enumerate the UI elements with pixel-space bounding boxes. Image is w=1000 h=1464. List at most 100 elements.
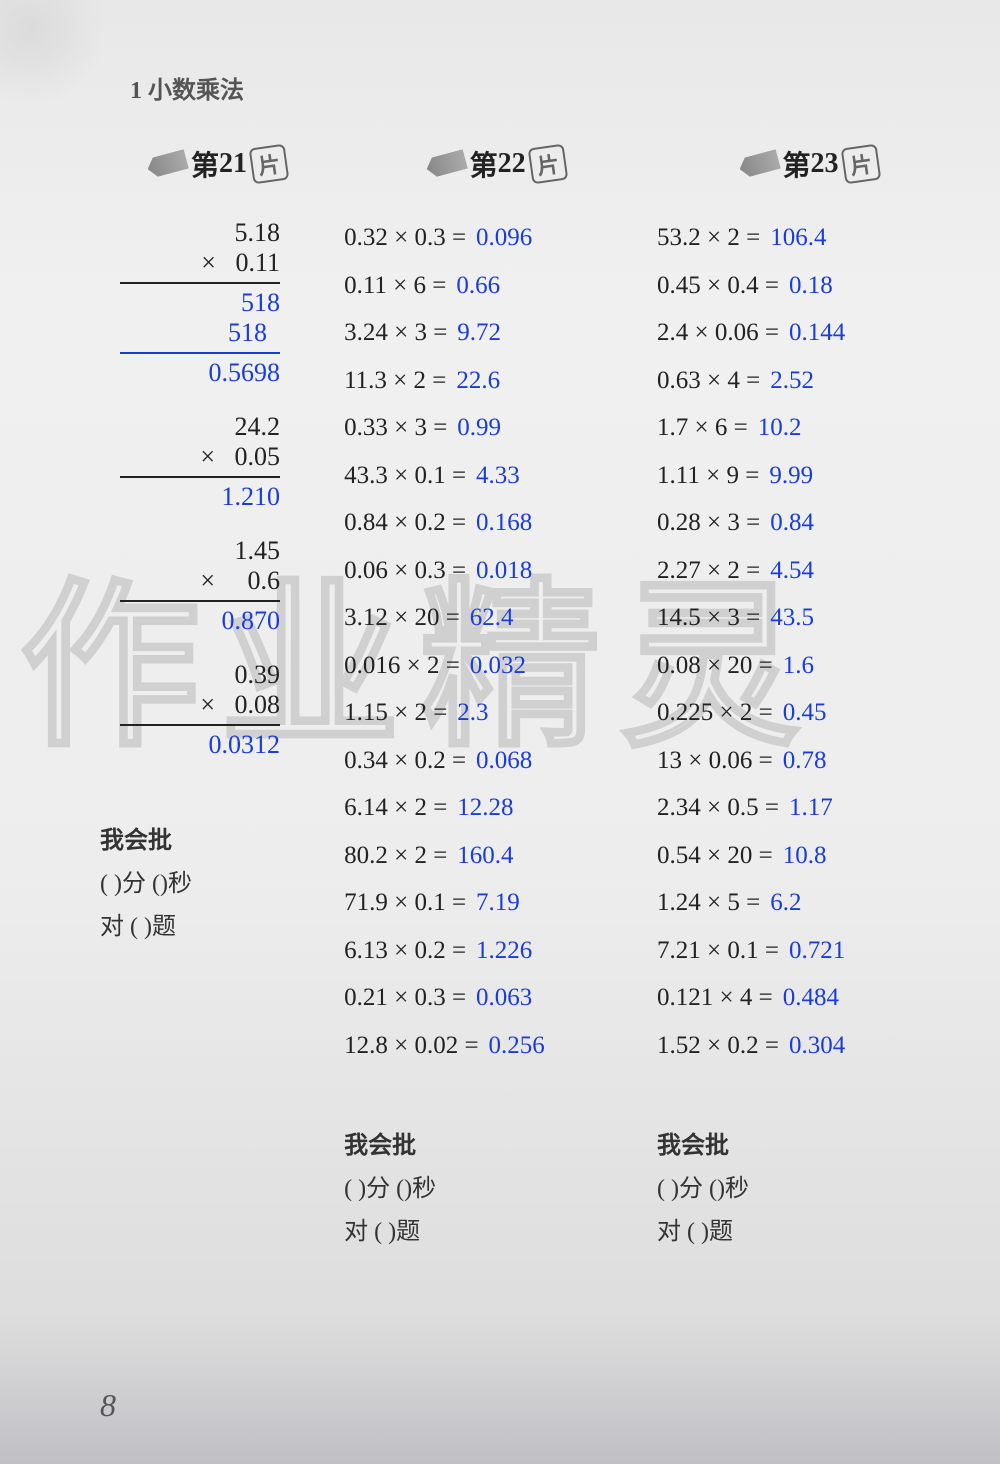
equation-answer: 7.19	[476, 883, 520, 923]
grading-correct: 对 ( )题	[657, 1211, 960, 1254]
section-number-23: 第 23 片	[783, 144, 879, 184]
equation-answer: 0.99	[457, 408, 501, 448]
equation-row: 0.54 × 20 =10.8	[657, 836, 960, 876]
equation-row: 0.32 × 0.3 =0.096	[344, 218, 647, 258]
equation-answer: 12.28	[457, 788, 513, 828]
vertical-problem: 0.39× 0.08 0.0312	[120, 660, 280, 760]
equation-expr: 0.225 × 2 =	[657, 693, 773, 733]
column-21: 第 21 片 5.18× 0.11518518 0.569824.2× 0.05…	[100, 140, 334, 1255]
equation-answer: 2.3	[457, 693, 488, 733]
equation-answer: 0.032	[470, 646, 526, 686]
page-number: 8	[100, 1387, 116, 1424]
equation-answer: 0.78	[783, 741, 827, 781]
multiplicand: 5.18	[120, 218, 280, 248]
equation-answer: 9.99	[769, 456, 813, 496]
equation-answer: 10.2	[758, 408, 802, 448]
product-result: 0.870	[120, 606, 280, 636]
grading-block-2: 我会批 ( )分 ()秒 对 ( )题	[344, 1125, 647, 1255]
equation-row: 0.45 × 0.4 =0.18	[657, 266, 960, 306]
equation-row: 80.2 × 2 =160.4	[344, 836, 647, 876]
equation-row: 0.08 × 20 =1.6	[657, 646, 960, 686]
equation-row: 1.7 × 6 =10.2	[657, 408, 960, 448]
equation-row: 7.21 × 0.1 =0.721	[657, 931, 960, 971]
equation-answer: 0.096	[476, 218, 532, 258]
section-num: 23	[811, 148, 839, 180]
equation-expr: 11.3 × 2 =	[344, 361, 446, 401]
equation-expr: 1.7 × 6 =	[657, 408, 748, 448]
equation-expr: 2.34 × 0.5 =	[657, 788, 779, 828]
equation-row: 1.52 × 0.2 =0.304	[657, 1026, 960, 1066]
equation-answer: 10.8	[783, 836, 827, 876]
equation-expr: 0.63 × 4 =	[657, 361, 760, 401]
equation-row: 6.14 × 2 =12.28	[344, 788, 647, 828]
equation-expr: 43.3 × 0.1 =	[344, 456, 466, 496]
equation-answer: 4.33	[476, 456, 520, 496]
equation-row: 0.11 × 6 =0.66	[344, 266, 647, 306]
grading-time: ( )分 ()秒	[100, 863, 334, 906]
equation-row: 53.2 × 2 =106.4	[657, 218, 960, 258]
section-stamp: 片	[249, 144, 290, 185]
equation-expr: 1.15 × 2 =	[344, 693, 447, 733]
multiplier: × 0.08	[120, 690, 280, 720]
equation-row: 0.06 × 0.3 =0.018	[344, 551, 647, 591]
partial-product: 518	[120, 288, 280, 318]
rule-line	[120, 600, 280, 602]
equation-answer: 6.2	[770, 883, 801, 923]
equation-list-22: 0.32 × 0.3 =0.096 0.11 × 6 =0.66 3.24 × 3 …	[344, 218, 647, 1065]
equation-expr: 53.2 × 2 =	[657, 218, 760, 258]
product-result: 0.5698	[120, 358, 280, 388]
grading-title: 我会批	[100, 820, 334, 863]
product-result: 0.0312	[120, 730, 280, 760]
equation-row: 0.28 × 3 =0.84	[657, 503, 960, 543]
equation-expr: 3.24 × 3 =	[344, 313, 447, 353]
multiplier: × 0.6	[120, 566, 280, 596]
equation-row: 2.4 × 0.06 =0.144	[657, 313, 960, 353]
section-number-21: 第 21 片	[191, 144, 287, 184]
grading-correct: 对 ( )题	[100, 906, 334, 949]
grading-title: 我会批	[657, 1125, 960, 1168]
equation-row: 43.3 × 0.1 =4.33	[344, 456, 647, 496]
grading-time: ( )分 ()秒	[344, 1168, 647, 1211]
equation-answer: 0.304	[789, 1026, 845, 1066]
equation-answer: 0.018	[476, 551, 532, 591]
equation-expr: 1.52 × 0.2 =	[657, 1026, 779, 1066]
equation-row: 1.24 × 5 = 6.2	[657, 883, 960, 923]
equation-row: 1.11 × 9 =9.99	[657, 456, 960, 496]
section-prefix: 第	[783, 144, 811, 184]
equation-answer: 9.72	[457, 313, 501, 353]
equation-answer: 106.4	[770, 218, 826, 258]
equation-expr: 71.9 × 0.1 =	[344, 883, 466, 923]
equation-row: 14.5 × 3 =43.5	[657, 598, 960, 638]
rule-line	[120, 282, 280, 284]
equation-expr: 2.27 × 2 =	[657, 551, 760, 591]
equation-answer: 0.256	[489, 1026, 545, 1066]
equation-expr: 0.84 × 0.2 =	[344, 503, 466, 543]
equation-expr: 0.11 × 6 =	[344, 266, 446, 306]
equation-answer: 4.54	[770, 551, 814, 591]
pencil-icon	[145, 149, 189, 179]
equation-answer: 0.18	[789, 266, 833, 306]
multiplicand: 0.39	[120, 660, 280, 690]
equation-expr: 0.121 × 4 =	[657, 978, 773, 1018]
equation-expr: 0.016 × 2 =	[344, 646, 460, 686]
section-stamp: 片	[527, 144, 568, 185]
equation-expr: 12.8 × 0.02 =	[344, 1026, 478, 1066]
equation-row: 2.34 × 0.5 =1.17	[657, 788, 960, 828]
rule-line	[120, 476, 280, 478]
equation-row: 2.27 × 2 =4.54	[657, 551, 960, 591]
equation-list-23: 53.2 × 2 =106.4 0.45 × 0.4 =0.18 2.4 × 0.0…	[657, 218, 960, 1065]
equation-row: 3.24 × 3 =9.72	[344, 313, 647, 353]
equation-expr: 1.24 × 5 =	[657, 883, 760, 923]
product-result: 1.210	[120, 482, 280, 512]
equation-row: 11.3 × 2 =22.6	[344, 361, 647, 401]
vertical-problems: 5.18× 0.11518518 0.569824.2× 0.051.2101.…	[100, 218, 334, 760]
equation-row: 1.15 × 2 = 2.3	[344, 693, 647, 733]
equation-row: 0.016 × 2 =0.032	[344, 646, 647, 686]
equation-answer: 0.144	[789, 313, 845, 353]
content-area: 第 21 片 5.18× 0.11518518 0.569824.2× 0.05…	[100, 140, 960, 1255]
pencil-icon	[737, 149, 781, 179]
corner-decoration	[0, 0, 120, 120]
equation-expr: 2.4 × 0.06 =	[657, 313, 779, 353]
equation-answer: 0.721	[789, 931, 845, 971]
equation-expr: 6.13 × 0.2 =	[344, 931, 466, 971]
